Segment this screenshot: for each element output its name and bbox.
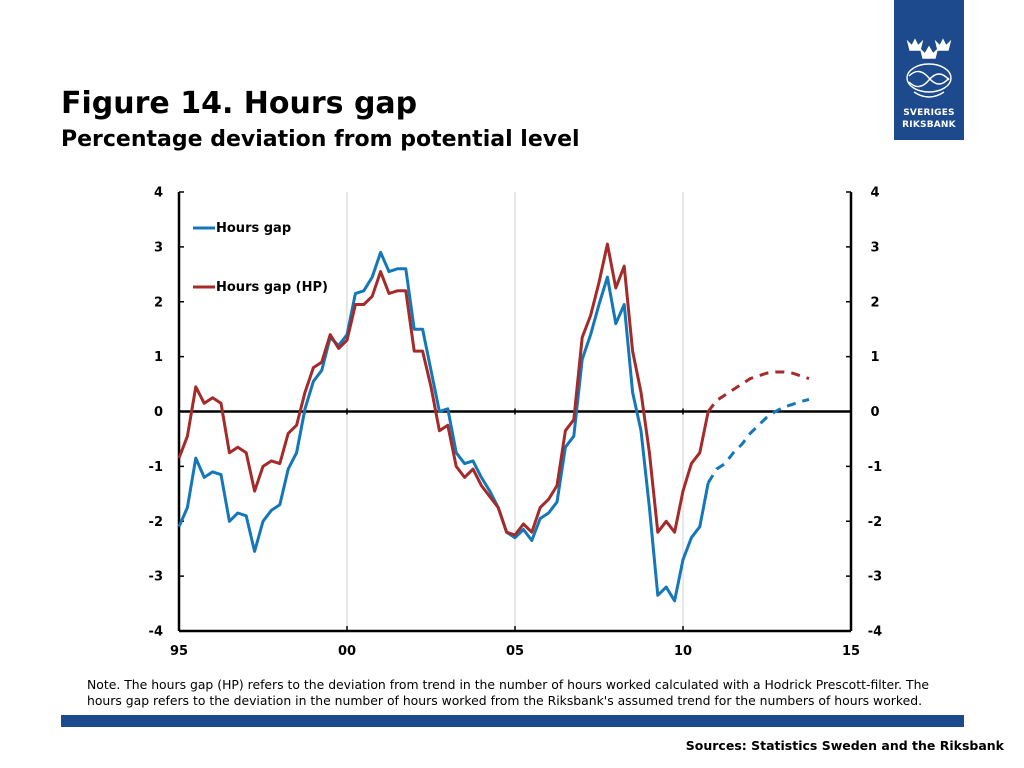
- series-line-hours-gap: [177, 250, 710, 603]
- x-tick-label: 00: [338, 644, 356, 659]
- y-tick-label-left: -4: [149, 625, 163, 640]
- logo-line-2: RIKSBANK: [902, 120, 956, 130]
- sources-text: Sources: Statistics Sweden and the Riksb…: [685, 738, 1004, 753]
- chart-legend: Hours gap Hours gap (HP): [193, 221, 328, 295]
- y-tick-label-left: 0: [154, 405, 163, 420]
- y-tick-label-left: -1: [149, 460, 163, 475]
- page-subtitle: Percentage deviation from potential leve…: [61, 127, 580, 152]
- y-tick-label-left: 4: [154, 186, 163, 201]
- y-tick-label-left: 1: [154, 350, 163, 365]
- logo-line-1: SVERIGES: [903, 108, 955, 118]
- x-tick-label: 05: [506, 644, 524, 659]
- y-tick-label-left: -3: [149, 570, 163, 585]
- x-tick-label: 95: [170, 644, 188, 659]
- series-forecast-hours-gap: [706, 397, 810, 484]
- y-tick-label-right: 3: [870, 240, 879, 255]
- crowns-emblem-icon: [906, 38, 952, 98]
- y-tick-label-right: -1: [868, 460, 882, 475]
- page-title: Figure 14. Hours gap: [61, 86, 418, 121]
- y-tick-label-right: -4: [868, 625, 882, 640]
- y-tick-label-left: -2: [149, 515, 163, 530]
- x-tick-label: 15: [842, 644, 860, 659]
- y-tick-label-left: 2: [154, 295, 163, 310]
- riksbank-logo: SVERIGES RIKSBANK: [894, 0, 964, 140]
- y-tick-label-right: -2: [868, 515, 882, 530]
- series-forecast-hours-gap-hp: [707, 370, 810, 413]
- y-tick-label-right: 4: [870, 186, 879, 201]
- chart-axes: 4 43 32 21 10 0-1 -1-2 -2-3 -3-4 -495 00 05 10 15: [149, 186, 883, 660]
- chart-note: Note. The hours gap (HP) refers to the d…: [87, 677, 930, 708]
- footer-bar: [61, 715, 964, 727]
- y-tick-label-right: -3: [868, 570, 882, 585]
- y-tick-label-right: 1: [870, 350, 879, 365]
- x-tick-label: 10: [674, 644, 692, 659]
- y-tick-label-right: 0: [870, 405, 879, 420]
- y-tick-label-right: 2: [870, 295, 879, 310]
- legend-label-hours-gap-hp: Hours gap (HP): [216, 280, 328, 295]
- hours-gap-chart: 4 43 32 21 10 0-1 -1-2 -2-3 -3-4 -495 00 05 10 15 Hou…: [149, 186, 883, 660]
- y-tick-label-left: 3: [154, 240, 163, 255]
- series-line-hours-gap-hp: [177, 242, 710, 537]
- legend-label-hours-gap: Hours gap: [216, 221, 291, 236]
- chart-series: [177, 242, 810, 603]
